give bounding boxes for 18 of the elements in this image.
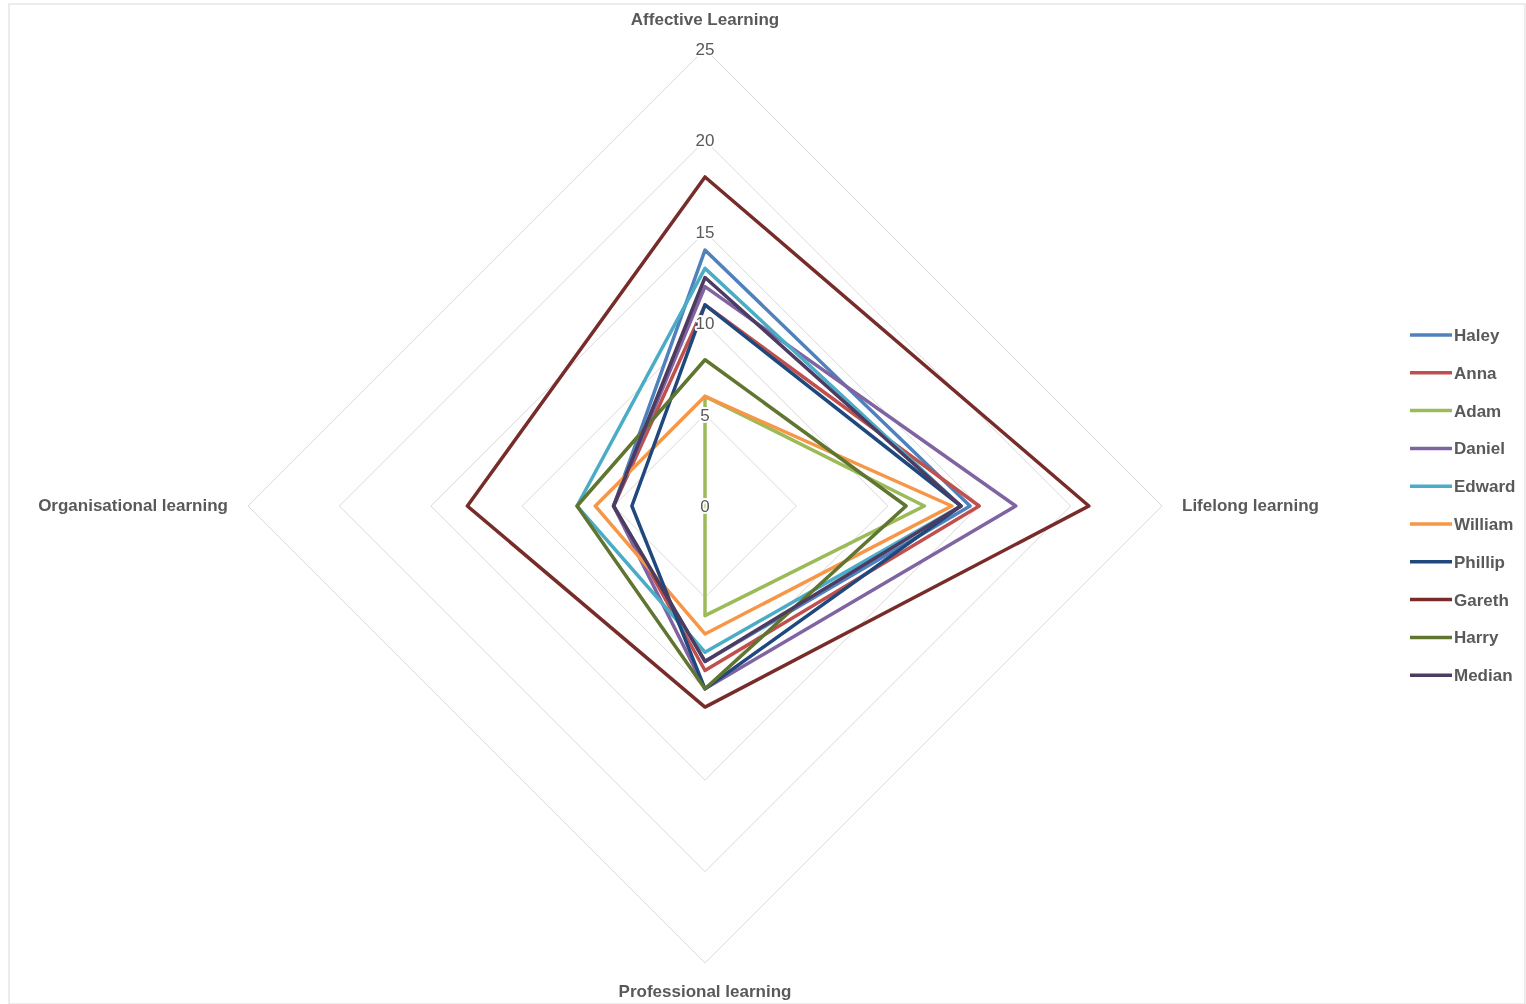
y-tick-label: 5	[700, 405, 710, 425]
y-tick-label: 25	[695, 40, 715, 59]
spoke-label: Professional learning	[618, 982, 792, 1001]
legend-label: Phillip	[1454, 552, 1505, 572]
legend-label: Harry	[1454, 628, 1499, 648]
legend-label: Haley	[1454, 326, 1500, 345]
legend-label: Adam	[1454, 401, 1502, 421]
legend-label: Daniel	[1454, 439, 1506, 459]
spoke-label: Affective Learning	[630, 10, 780, 29]
legend-label: Anna	[1454, 363, 1498, 383]
y-tick-label: 20	[695, 131, 715, 151]
legend-label: Median	[1454, 666, 1513, 686]
legend-label: Edward	[1454, 477, 1516, 497]
spoke-label: Lifelong learning	[1182, 496, 1319, 515]
legend-label: William	[1454, 515, 1514, 534]
spoke-label: Organisational learning	[38, 496, 228, 515]
y-tick-label: 15	[695, 222, 715, 242]
legend-label: Gareth	[1454, 590, 1509, 610]
